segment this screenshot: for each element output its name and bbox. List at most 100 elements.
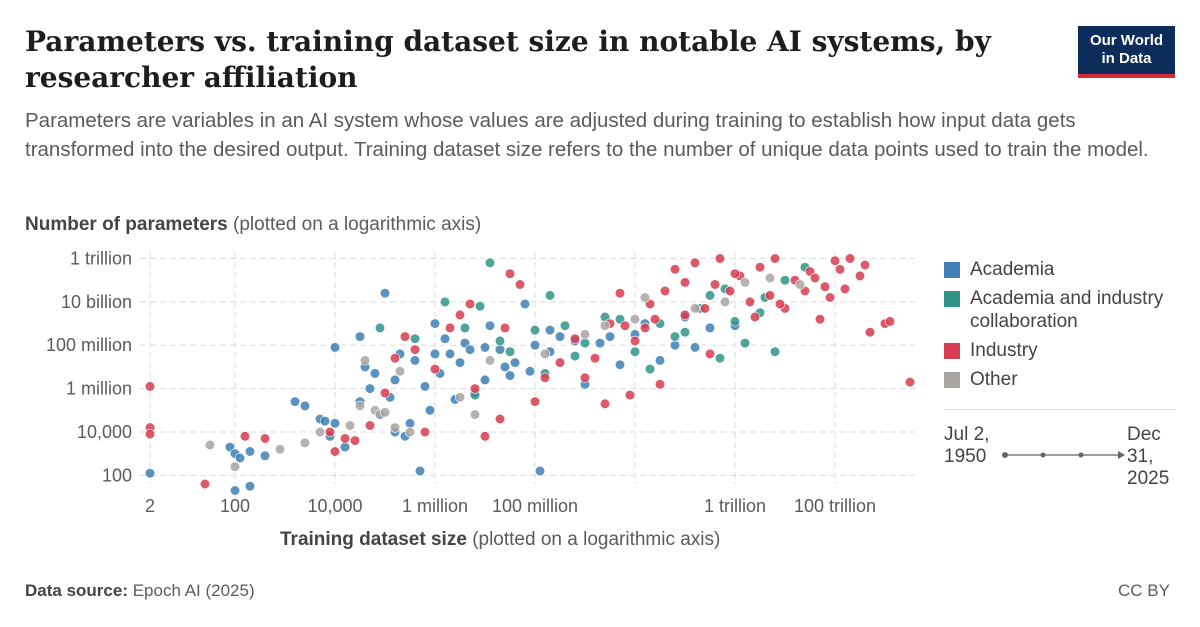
point-industry — [764, 290, 776, 301]
point-academia — [144, 468, 156, 479]
point-industry — [419, 426, 431, 438]
point-industry — [454, 309, 466, 321]
point-industry — [809, 272, 821, 284]
logo-line-1: Our World — [1089, 32, 1164, 49]
y-tick-label: 100 — [102, 465, 132, 485]
y-axis-title: Number of parameters (plotted on a logar… — [25, 214, 481, 236]
point-academia — [519, 298, 531, 310]
timeline-arrow-icon[interactable] — [1118, 451, 1125, 459]
data-source-value[interactable]: Epoch AI (2025) — [132, 581, 255, 600]
point-other — [204, 439, 216, 451]
x-tick-label: 100 trillion — [794, 496, 876, 516]
point-industry — [649, 314, 661, 325]
point-collaboration — [409, 333, 421, 344]
timeline-handle-start[interactable] — [1002, 452, 1008, 458]
point-collaboration — [714, 353, 726, 364]
point-industry — [339, 433, 351, 444]
point-industry — [639, 322, 651, 334]
point-industry — [844, 253, 856, 264]
point-other — [404, 426, 416, 438]
point-other — [629, 314, 641, 325]
point-industry — [629, 335, 641, 347]
point-other — [389, 422, 401, 433]
logo-line-2: in Data — [1101, 50, 1152, 67]
point-industry — [714, 253, 726, 264]
timeline-slider[interactable] — [1000, 448, 1128, 462]
point-collaboration — [439, 296, 451, 308]
point-other — [579, 329, 591, 340]
point-industry — [704, 348, 716, 360]
point-industry — [624, 390, 636, 401]
point-academia — [369, 368, 381, 379]
point-other — [394, 366, 406, 377]
point-industry — [504, 268, 516, 279]
point-collaboration — [484, 257, 496, 268]
x-tick-label: 100 million — [492, 496, 578, 516]
point-industry — [464, 298, 476, 310]
point-collaboration — [679, 327, 691, 338]
point-academia — [259, 450, 271, 461]
point-collaboration — [704, 290, 716, 301]
point-collaboration — [374, 322, 386, 334]
point-collaboration — [544, 290, 556, 301]
y-axis-title-note: (plotted on a logarithmic axis) — [233, 214, 482, 235]
point-academia — [509, 357, 521, 368]
point-collaboration — [559, 320, 571, 331]
point-academia — [364, 383, 376, 394]
point-academia — [339, 442, 351, 453]
point-academia — [484, 320, 496, 331]
point-industry — [774, 298, 786, 310]
point-industry — [514, 279, 526, 290]
point-industry — [539, 372, 551, 383]
point-industry — [614, 288, 626, 299]
point-academia — [464, 344, 476, 355]
point-academia — [534, 465, 546, 477]
point-industry — [399, 331, 411, 342]
point-other — [794, 279, 806, 290]
y-tick-label: 1 million — [66, 379, 132, 399]
x-axis-title-bold: Training dataset size — [280, 529, 467, 550]
point-academia — [479, 374, 491, 386]
point-other — [299, 437, 311, 448]
point-other — [469, 409, 481, 420]
point-collaboration — [579, 338, 591, 349]
legend-item-other[interactable]: Other — [944, 368, 1018, 391]
point-industry — [619, 320, 631, 331]
point-industry — [589, 353, 601, 364]
license-link[interactable]: CC BY — [1118, 581, 1170, 600]
point-academia — [429, 348, 441, 360]
point-industry — [579, 372, 591, 383]
point-industry — [904, 377, 916, 388]
point-other — [314, 426, 326, 438]
point-academia — [479, 342, 491, 353]
point-other — [274, 444, 286, 455]
point-collaboration — [669, 331, 681, 342]
legend-item-academia[interactable]: Academia — [944, 258, 1055, 281]
point-academia — [354, 331, 366, 342]
legend-swatch-other — [944, 372, 960, 388]
legend-item-industry[interactable]: Industry — [944, 339, 1038, 362]
legend-item-collaboration[interactable]: Academia and industry collaboration — [944, 287, 1180, 333]
point-academia — [329, 418, 341, 429]
data-source: Data source: Epoch AI (2025) — [25, 581, 255, 601]
point-academia — [594, 338, 606, 349]
y-tick-label: 100 million — [46, 335, 132, 355]
point-collaboration — [504, 346, 516, 357]
point-collaboration — [529, 325, 541, 336]
point-industry — [679, 277, 691, 288]
point-academia — [494, 344, 506, 355]
point-industry — [709, 279, 721, 290]
point-academia — [669, 340, 681, 351]
point-academia — [389, 374, 401, 386]
owid-logo[interactable]: Our World in Data — [1078, 26, 1175, 78]
point-industry — [729, 268, 741, 279]
x-tick-label: 100 — [220, 496, 250, 516]
point-other — [689, 303, 701, 314]
point-industry — [769, 253, 781, 264]
point-industry — [259, 433, 271, 444]
point-other — [454, 392, 466, 403]
chart-title: Parameters vs. training dataset size in … — [25, 25, 991, 94]
point-academia — [554, 331, 566, 342]
legend-swatch-collaboration — [944, 291, 960, 307]
point-academia — [654, 355, 666, 366]
